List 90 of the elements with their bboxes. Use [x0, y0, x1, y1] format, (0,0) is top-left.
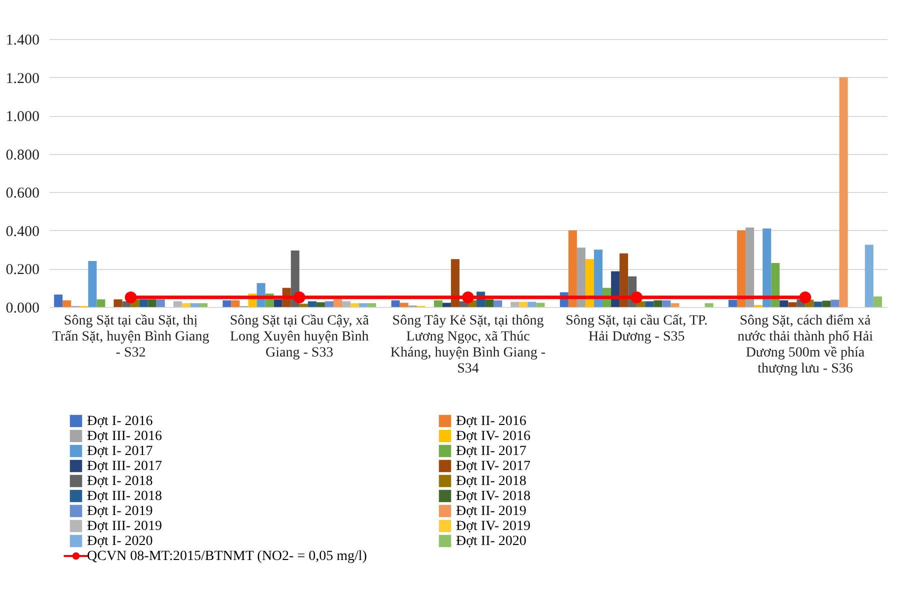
- bar: [88, 261, 97, 307]
- bar: [350, 303, 360, 307]
- y-tick-label: 0.200: [6, 262, 40, 278]
- bar: [139, 299, 148, 307]
- bar: [391, 300, 400, 307]
- bar: [333, 299, 342, 307]
- bar: [114, 299, 122, 307]
- bar: [576, 248, 586, 307]
- legend-label: Đợt III- 2018: [87, 489, 162, 504]
- bar: [342, 301, 351, 307]
- bar: [231, 300, 240, 307]
- legend-label: Đợt II- 2016: [456, 414, 526, 429]
- bar: [620, 253, 628, 307]
- legend-label: QCVN 08-MT:2015/BTNMT (NO2- = 0,05 mg/l): [87, 549, 368, 564]
- x-tick-label: Sông Sặt tại Cầu Cậy, xã Long Xuyên huyện Bình Giang - S33: [230, 314, 370, 360]
- y-tick-label: 1.000: [6, 109, 40, 126]
- bar: [324, 301, 334, 307]
- bar: [442, 302, 451, 307]
- bar: [762, 228, 772, 307]
- bar: [585, 259, 594, 307]
- bar: [198, 303, 208, 307]
- bar: [519, 302, 528, 307]
- bar: [704, 303, 714, 307]
- bar: [568, 230, 577, 307]
- bar: [222, 300, 232, 307]
- legend-label: Đợt II- 2018: [456, 474, 526, 489]
- bar: [62, 300, 72, 307]
- bar: [434, 300, 442, 307]
- bar: [96, 299, 106, 307]
- bar: [839, 77, 848, 307]
- bar: [662, 300, 671, 307]
- legend-label: Đợt I- 2016: [87, 414, 153, 429]
- bar: [450, 259, 460, 307]
- legend-label: Đợt I- 2019: [87, 504, 153, 519]
- bar: [654, 300, 662, 307]
- bar: [788, 302, 797, 307]
- bar: [670, 303, 680, 307]
- bar: [368, 303, 376, 307]
- legend-label: Đợt IV- 2018: [456, 489, 531, 504]
- bar: [316, 302, 325, 307]
- x-tick-label: Sông Sặt tại cầu Sặt, thị Trấn Sặt, huyện Bình Giang - S32: [52, 314, 210, 360]
- legend-label: Đợt II- 2020: [456, 534, 526, 549]
- legend-label: Đợt III- 2016: [87, 429, 162, 444]
- y-tick-label: 0.600: [6, 186, 40, 202]
- bar: [510, 302, 520, 307]
- bar: [54, 294, 63, 307]
- legend-label: Đợt I- 2017: [87, 444, 153, 459]
- legend-label: Đợt IV- 2017: [456, 459, 531, 474]
- bar: [528, 302, 536, 307]
- bar: [485, 299, 494, 307]
- bar: [182, 303, 190, 307]
- bar: [746, 228, 754, 307]
- x-tick-label: Sông Sặt, tại cầu Cất, TP. Hải Dương - S35: [566, 314, 708, 344]
- bar: [308, 301, 316, 307]
- y-tick-label: 0.000: [6, 300, 40, 316]
- legend-label: Đợt III- 2019: [87, 519, 162, 534]
- bar: [400, 302, 408, 307]
- bar: [274, 299, 282, 307]
- bar: [173, 301, 182, 307]
- bar: [873, 296, 882, 307]
- bar: [830, 300, 840, 307]
- bar: [645, 301, 654, 307]
- legend-label: Đợt I- 2020: [87, 534, 153, 549]
- bar: [359, 303, 368, 307]
- y-tick-label: 0.800: [6, 147, 40, 164]
- bar: [771, 262, 780, 307]
- bar: [737, 230, 746, 307]
- y-tick-label: 1.200: [6, 70, 40, 87]
- legend-label: Đợt IV- 2016: [456, 429, 531, 444]
- y-tick-label: 0.400: [6, 224, 40, 240]
- bar: [864, 244, 874, 307]
- bar: [594, 250, 603, 307]
- x-tick-label: Sông Sặt, cách điểm xả nước thải thành phố Hải Dương 500m về phía thượng lưu - S36: [737, 314, 874, 376]
- bar: [780, 300, 788, 307]
- bar: [156, 299, 165, 307]
- bar: [728, 300, 738, 307]
- y-tick-label: 1.400: [6, 32, 40, 48]
- legend-label: Đợt II- 2017: [456, 444, 526, 459]
- bar: [822, 300, 831, 307]
- bar: [299, 304, 308, 307]
- bar: [148, 299, 156, 307]
- bar: [814, 302, 822, 307]
- legend-label: Đợt I- 2018: [87, 474, 153, 489]
- legend-label: Đợt IV- 2019: [456, 519, 531, 534]
- legend-label: Đợt II- 2019: [456, 504, 526, 519]
- legend-label: Đợt III- 2017: [87, 459, 162, 474]
- x-tick-label: Sông Tây Kẻ Sặt, tại thông Lương Ngọc, xã Thúc Kháng, huyện Bình Giang - S34: [390, 314, 546, 376]
- bar: [190, 303, 199, 307]
- bar: [494, 300, 502, 307]
- bar: [536, 302, 545, 307]
